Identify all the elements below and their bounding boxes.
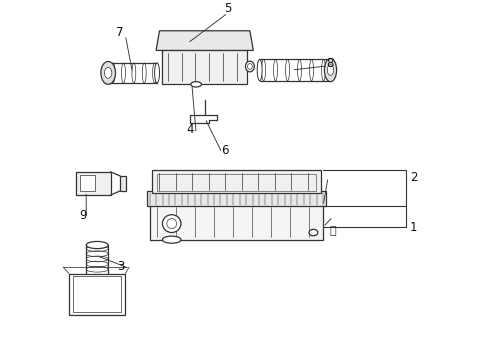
Bar — [150, 204, 323, 240]
Ellipse shape — [247, 64, 252, 69]
Bar — [152, 170, 321, 193]
Bar — [162, 50, 247, 84]
Bar — [121, 176, 126, 191]
Text: 3: 3 — [117, 260, 124, 273]
Ellipse shape — [309, 229, 318, 236]
Ellipse shape — [245, 61, 254, 72]
Text: ว: ว — [330, 226, 336, 236]
Ellipse shape — [167, 219, 176, 229]
Text: 6: 6 — [220, 144, 228, 157]
Polygon shape — [156, 31, 253, 50]
Text: 7: 7 — [116, 26, 123, 39]
Text: 5: 5 — [224, 2, 232, 15]
Ellipse shape — [104, 68, 112, 78]
Ellipse shape — [101, 62, 116, 84]
Text: 1: 1 — [410, 221, 417, 234]
Bar — [80, 175, 95, 192]
Ellipse shape — [327, 65, 334, 75]
Bar — [76, 172, 111, 195]
Text: 2: 2 — [410, 171, 417, 184]
Bar — [69, 274, 125, 315]
Ellipse shape — [86, 242, 108, 249]
Text: 8: 8 — [326, 57, 334, 70]
Bar — [157, 174, 316, 192]
Ellipse shape — [257, 59, 262, 81]
Ellipse shape — [191, 82, 201, 87]
Text: 9: 9 — [79, 209, 87, 222]
Ellipse shape — [155, 63, 159, 83]
Text: 4: 4 — [187, 123, 194, 136]
Ellipse shape — [162, 236, 181, 243]
Bar — [73, 276, 122, 312]
Ellipse shape — [162, 215, 181, 233]
Bar — [147, 192, 326, 207]
Ellipse shape — [324, 58, 337, 82]
